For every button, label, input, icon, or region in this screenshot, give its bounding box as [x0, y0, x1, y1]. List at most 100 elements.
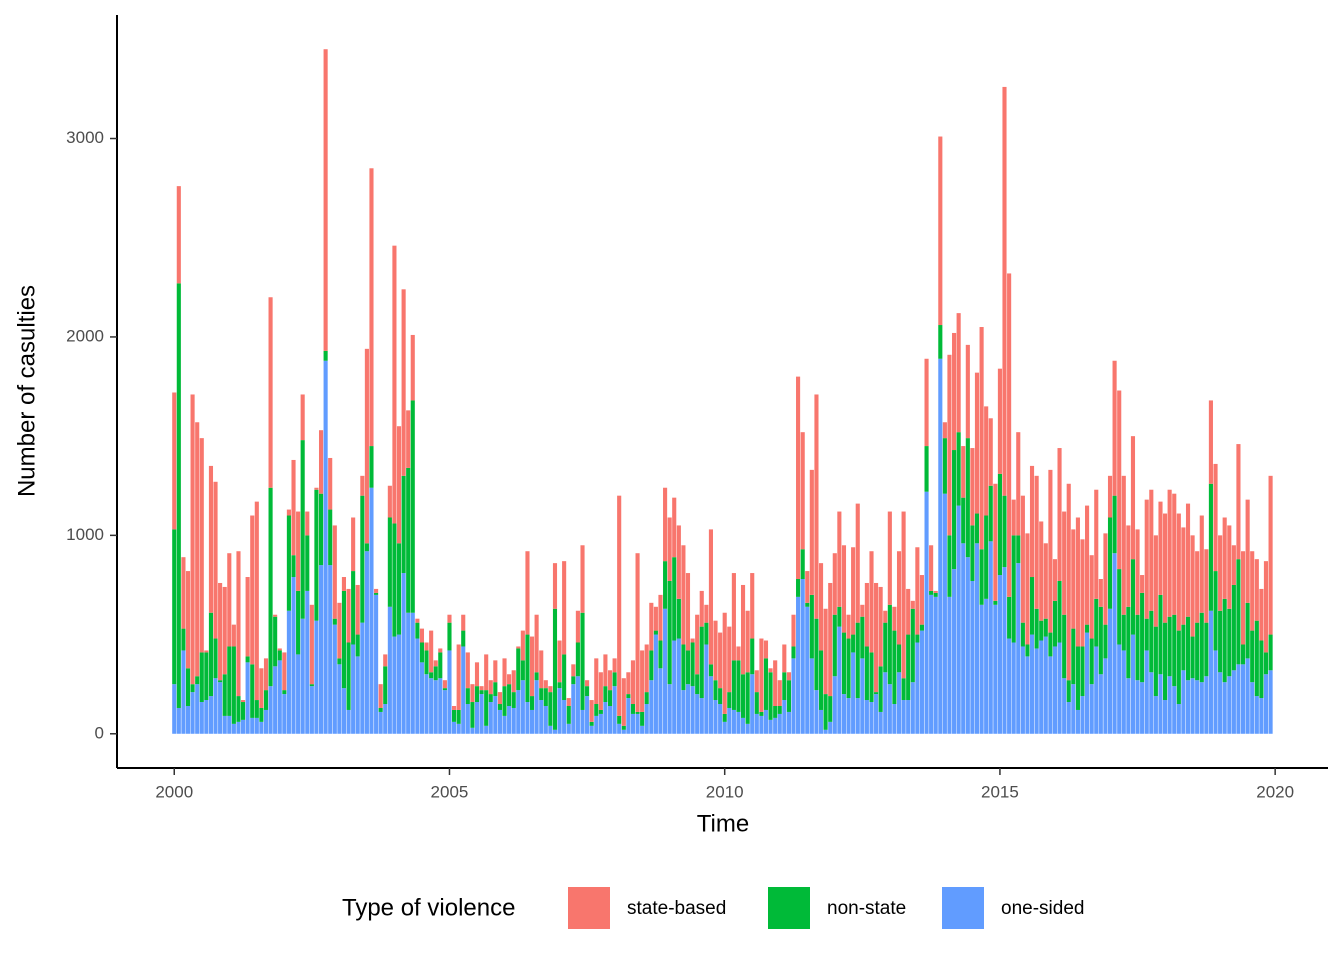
- bar-segment: [1066, 680, 1071, 703]
- bar-segment: [415, 638, 420, 734]
- bar-segment: [204, 700, 209, 734]
- bar-segment: [1195, 551, 1200, 623]
- bar-segment: [378, 707, 383, 712]
- bar-segment: [465, 688, 470, 705]
- bar-segment: [346, 588, 351, 643]
- bar-segment: [773, 705, 778, 718]
- bar-segment: [974, 372, 980, 514]
- bar-segment: [1080, 696, 1085, 734]
- bar-segment: [355, 656, 360, 734]
- bar-segment: [1231, 584, 1236, 671]
- bar-segment: [470, 684, 475, 703]
- bar-segment: [520, 660, 525, 681]
- bar-segment: [704, 644, 709, 734]
- bar-segment: [227, 553, 232, 647]
- bar-segment: [1144, 499, 1149, 619]
- bar-segment: [543, 680, 548, 689]
- bar-segment: [929, 545, 934, 591]
- bar-segment: [323, 49, 328, 351]
- bar-segment: [259, 721, 264, 734]
- bar-segment: [218, 682, 223, 734]
- bar-segment: [332, 624, 337, 734]
- bar-segment: [571, 684, 576, 734]
- bar-segment: [1052, 646, 1058, 734]
- bar-segment: [332, 525, 337, 619]
- bar-segment: [1016, 563, 1021, 734]
- bar-segment: [1218, 610, 1223, 673]
- bar-segment: [1002, 495, 1007, 568]
- bar-segment: [383, 654, 388, 667]
- bar-segment: [832, 676, 837, 734]
- y-axis-title: Number of casulties: [13, 285, 40, 497]
- bar-segment: [1117, 569, 1122, 645]
- bar-segment: [236, 551, 241, 697]
- bar-segment: [892, 630, 897, 705]
- bar-segment: [250, 515, 255, 665]
- bar-segment: [282, 652, 287, 691]
- bar-segment: [1094, 489, 1099, 599]
- x-axis-title: Time: [697, 810, 749, 837]
- bar-segment: [470, 702, 475, 728]
- bar-segment: [961, 497, 966, 544]
- bar-segment: [621, 725, 626, 730]
- bar-segment: [896, 551, 902, 645]
- bar-segment: [731, 573, 736, 661]
- bar-segment: [176, 283, 181, 708]
- bar-segment: [245, 662, 250, 734]
- legend-label: non-state: [827, 898, 906, 919]
- bar-segment: [663, 608, 668, 734]
- bar-segment: [236, 696, 241, 722]
- bar-segment: [507, 705, 512, 734]
- bar-segment: [640, 711, 645, 726]
- bar-segment: [667, 580, 672, 685]
- bar-segment: [451, 705, 457, 710]
- bar-segment: [598, 672, 603, 710]
- bar-segment: [736, 660, 741, 712]
- bar-segment: [589, 725, 594, 734]
- bar-segment: [497, 709, 503, 734]
- bar-segment: [1227, 608, 1232, 677]
- bar-segment: [731, 660, 736, 710]
- bar-segment: [268, 686, 273, 734]
- bar-segment: [1043, 618, 1048, 637]
- bar-segment: [1020, 622, 1025, 647]
- bar-segment: [594, 704, 599, 716]
- bar-segment: [1117, 390, 1122, 570]
- bar-segment: [1263, 561, 1269, 653]
- bar-segment: [516, 646, 521, 649]
- bar-segment: [910, 608, 915, 683]
- bar-segment: [488, 694, 493, 703]
- bar-segment: [1185, 616, 1191, 681]
- bar-segment: [309, 686, 314, 734]
- bar-segment: [878, 666, 883, 712]
- bar-segment: [263, 709, 269, 734]
- bar-segment: [562, 654, 567, 701]
- bar-segment: [653, 606, 658, 631]
- bar-segment: [548, 725, 553, 734]
- bar-segment: [438, 678, 443, 734]
- bar-segment: [328, 457, 333, 510]
- bar-segment: [511, 692, 516, 708]
- bar-segment: [695, 674, 700, 695]
- bar-segment: [1071, 529, 1076, 629]
- bar-segment: [626, 698, 631, 734]
- bar-segment: [1268, 475, 1273, 635]
- bar-segment: [410, 612, 415, 734]
- bar-segment: [635, 553, 640, 712]
- bar-segment: [1218, 535, 1223, 611]
- bar-segment: [309, 604, 314, 685]
- bar-segment: [442, 680, 447, 689]
- bar-segment: [447, 622, 452, 651]
- bar-segment: [1204, 676, 1209, 734]
- bar-segment: [1130, 559, 1136, 635]
- bar-segment: [1140, 682, 1145, 734]
- bar-segment: [667, 517, 672, 581]
- bar-segment: [296, 590, 301, 655]
- bar-segment: [1158, 674, 1163, 734]
- bar-segment: [250, 717, 255, 734]
- bar-segment: [1011, 642, 1016, 734]
- bar-segment: [1007, 273, 1012, 597]
- bar-segment: [1153, 626, 1158, 697]
- bar-segment: [502, 715, 507, 734]
- bar-segment: [1268, 634, 1273, 671]
